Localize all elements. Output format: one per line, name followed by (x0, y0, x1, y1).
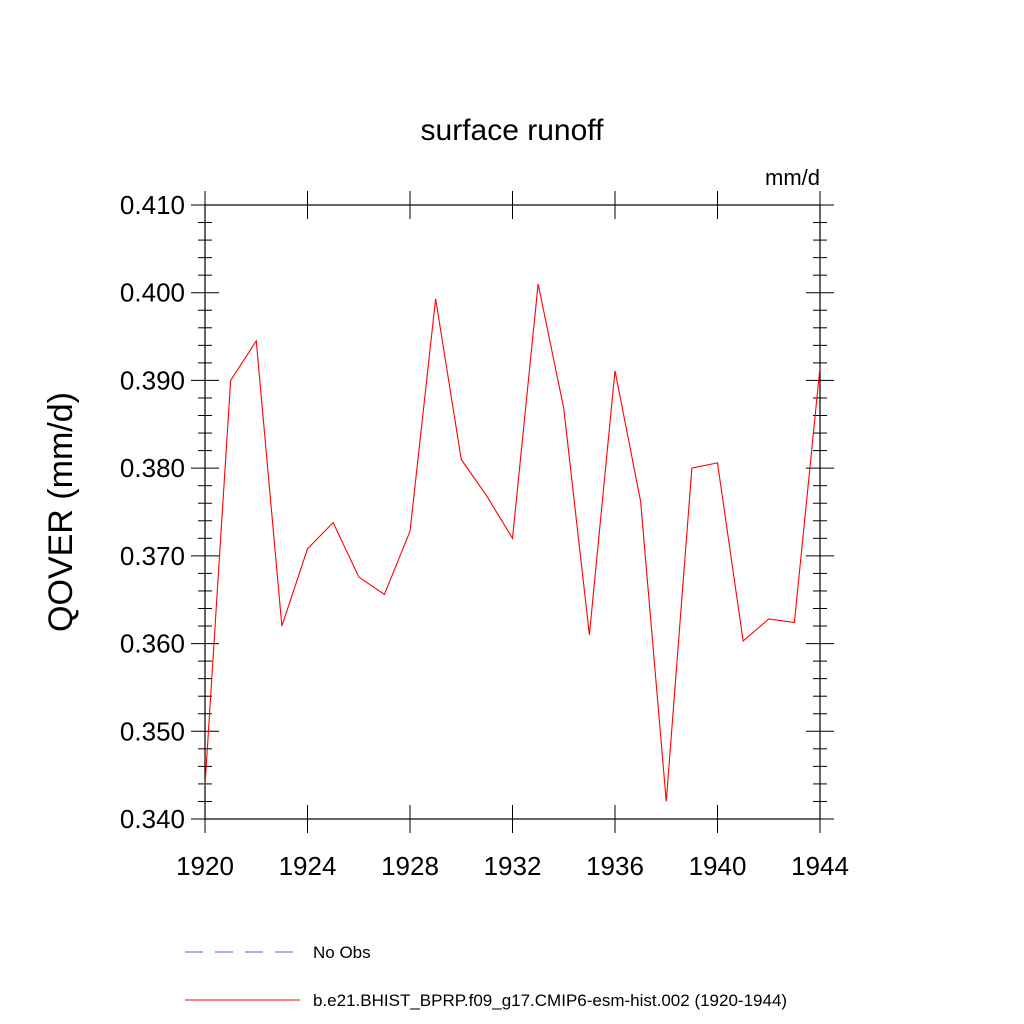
units-label: mm/d (765, 165, 820, 190)
plot-frame (204, 204, 821, 820)
legend-label-no-obs: No Obs (313, 943, 371, 962)
chart-title: surface runoff (421, 114, 605, 147)
x-tick-label: 1932 (484, 851, 542, 881)
x-tick-label: 1940 (689, 851, 747, 881)
legend: No Obs b.e21.BHIST_BPRP.f09_g17.CMIP6-es… (185, 943, 787, 1010)
series-group (204, 283, 821, 802)
y-tick-label: 0.370 (120, 541, 185, 571)
x-tick-label: 1920 (176, 851, 234, 881)
y-tick-label: 0.380 (120, 453, 185, 483)
x-tick-label: 1924 (279, 851, 337, 881)
x-tick-label: 1936 (586, 851, 644, 881)
x-tick-label: 1944 (791, 851, 849, 881)
x-tick-label: 1928 (381, 851, 439, 881)
y-tick-label: 0.340 (120, 804, 185, 834)
x-axis-ticks: 1920 1924 1928 1932 1936 1940 1944 (176, 191, 849, 881)
y-tick-label: 0.390 (120, 365, 185, 395)
series-line (204, 283, 821, 802)
y-tick-label: 0.360 (120, 629, 185, 659)
legend-label-model: b.e21.BHIST_BPRP.f09_g17.CMIP6-esm-hist.… (313, 991, 787, 1010)
y-axis-ticks: 0.340 0.350 0.360 0.370 0.380 0.390 0.400 0.410 (120, 190, 834, 834)
y-tick-label: 0.400 (120, 278, 185, 308)
y-tick-label: 0.350 (120, 716, 185, 746)
y-axis-label: QOVER (mm/d) (42, 392, 80, 632)
y-tick-label: 0.410 (120, 190, 185, 220)
